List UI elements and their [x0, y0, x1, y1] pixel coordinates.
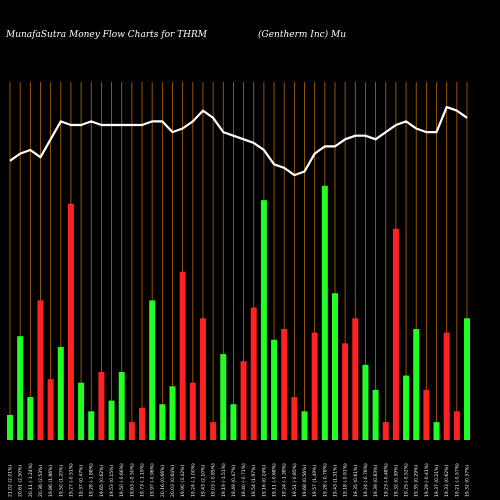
bar [17, 336, 24, 440]
bar [372, 389, 379, 440]
x-tick-label: 19.51 (-0.85%) [292, 463, 298, 497]
bar [67, 203, 74, 440]
x-tick-label: 20.61 (2.50%) [18, 465, 24, 497]
bar [169, 386, 176, 440]
bar [199, 318, 206, 440]
x-tick-label: 19.86 (1.86%) [48, 465, 54, 497]
bar [220, 354, 227, 440]
bar [37, 300, 44, 440]
bar [281, 329, 288, 440]
chart-title: MunafaSutra Money Flow Charts for THRM [5, 30, 208, 40]
bar [311, 332, 318, 440]
bar [260, 200, 267, 440]
bar [352, 318, 359, 440]
x-tick-label: 19.97 (-0.96%) [150, 463, 156, 497]
x-tick-label: 19.53 (0.15%) [109, 465, 115, 497]
x-tick-label: 19.29 (-0.41%) [424, 463, 430, 497]
x-tick-label: 19.35 (0.29%) [414, 465, 420, 497]
x-tick-label: 19.18 (-0.91%) [343, 463, 349, 497]
x-tick-label: 19.23 (-0.48%) [383, 463, 389, 497]
bar [382, 422, 389, 440]
x-tick-label: 19.63 (-0.50%) [129, 463, 135, 497]
bar [118, 371, 125, 440]
chart-subtitle: (Gentherm Inc) Mu [258, 29, 346, 40]
x-tick-label: 19.28 (-0.78%) [322, 463, 328, 497]
bar [464, 318, 470, 440]
x-tick-label: 19.35 (0.61%) [353, 465, 359, 497]
bar [423, 389, 430, 440]
bar [179, 271, 186, 440]
x-tick-label: 19.40 (-0.71%) [241, 463, 247, 497]
x-tick-label: 19.37 (0.21%) [434, 465, 440, 497]
bar [88, 411, 95, 440]
x-tick-label: 19.43 (2.10%) [200, 465, 206, 497]
bar [240, 361, 247, 440]
bar [57, 346, 64, 440]
bar [47, 379, 54, 440]
x-tick-label: 20.16 (0.66%) [160, 465, 166, 497]
bar [331, 293, 338, 440]
x-tick-labels: 21.02 (2.01%) 20.61 (2.50%) 20.11 (-1.24%)… [8, 463, 471, 497]
bar [210, 422, 217, 440]
x-tick-label: 19.90 (3.42%) [180, 465, 186, 497]
bar [230, 404, 237, 440]
x-tick-label: 19.24 (-0.78%) [363, 463, 369, 497]
bar [392, 228, 399, 440]
bars-layer [7, 185, 470, 440]
x-tick-label: 19.19 (-1.51%) [221, 463, 227, 497]
x-tick-label: 19.33 (0.62%) [444, 465, 450, 497]
bar [342, 343, 349, 440]
x-tick-label: 19.16 (0.24%) [261, 465, 267, 497]
bar [108, 400, 115, 440]
bar [433, 422, 440, 440]
x-tick-label: 19.54 (1.97%) [251, 465, 257, 497]
x-tick-label: 19.43 (1.31%) [332, 465, 338, 497]
x-tick-label: 20.11 (-1.24%) [28, 463, 34, 497]
bar [362, 364, 369, 440]
x-tick-label: 19.49 (0.47%) [231, 465, 237, 497]
bar [149, 300, 156, 440]
bar [453, 411, 460, 440]
bar [78, 382, 85, 440]
x-tick-label: 20.03 (0.64%) [170, 465, 176, 497]
x-tick-label: 19.11 (-0.68%) [272, 463, 278, 497]
bar [250, 307, 257, 440]
bar [413, 329, 420, 440]
bar [139, 407, 146, 440]
bar [159, 404, 166, 440]
bar [7, 414, 13, 440]
x-tick-label: 19.24 (-1.00%) [190, 463, 196, 497]
money-flow-line [9, 105, 468, 177]
bar [27, 397, 34, 440]
x-tick-label: 19.50 (-0.66%) [119, 463, 125, 497]
x-tick-label: 19.65 (0.62%) [99, 465, 105, 497]
x-tick-label: 19.68 (0.56%) [302, 465, 308, 497]
bar [271, 339, 278, 440]
x-tick-label: 19.28 (-1.88%) [89, 463, 95, 497]
bar [128, 422, 135, 440]
bar [443, 332, 450, 440]
bar [291, 397, 298, 440]
x-tick-label: 21.02 (2.01%) [8, 465, 14, 497]
bar [189, 382, 196, 440]
bar [301, 411, 308, 440]
x-tick-label: 19.57 (1.49%) [312, 465, 318, 497]
x-tick-label: 19.03 (-0.85%) [211, 463, 217, 497]
x-tick-label: 19.27 (-0.51%) [68, 463, 74, 497]
x-tick-label: 19.25 (-0.52%) [404, 463, 410, 497]
bar [321, 185, 328, 440]
x-tick-label: 20.36 (2.53%) [38, 465, 44, 497]
x-tick-label: 19.73 (-1.19%) [140, 463, 146, 497]
bar [98, 371, 105, 440]
bar [403, 375, 410, 440]
x-tick-label: 19.39 (0.83%) [373, 465, 379, 497]
x-tick-label: 19.32 (0.37%) [465, 465, 471, 497]
x-tick-label: 19.21 (-0.57%) [454, 463, 460, 497]
x-tick-label: 19.37 (0.47%) [79, 465, 85, 497]
x-tick-label: 19.32 (0.39%) [393, 465, 399, 497]
x-tick-label: 19.24 (-1.38%) [282, 463, 288, 497]
x-tick-label: 19.50 (1.20%) [58, 465, 64, 497]
